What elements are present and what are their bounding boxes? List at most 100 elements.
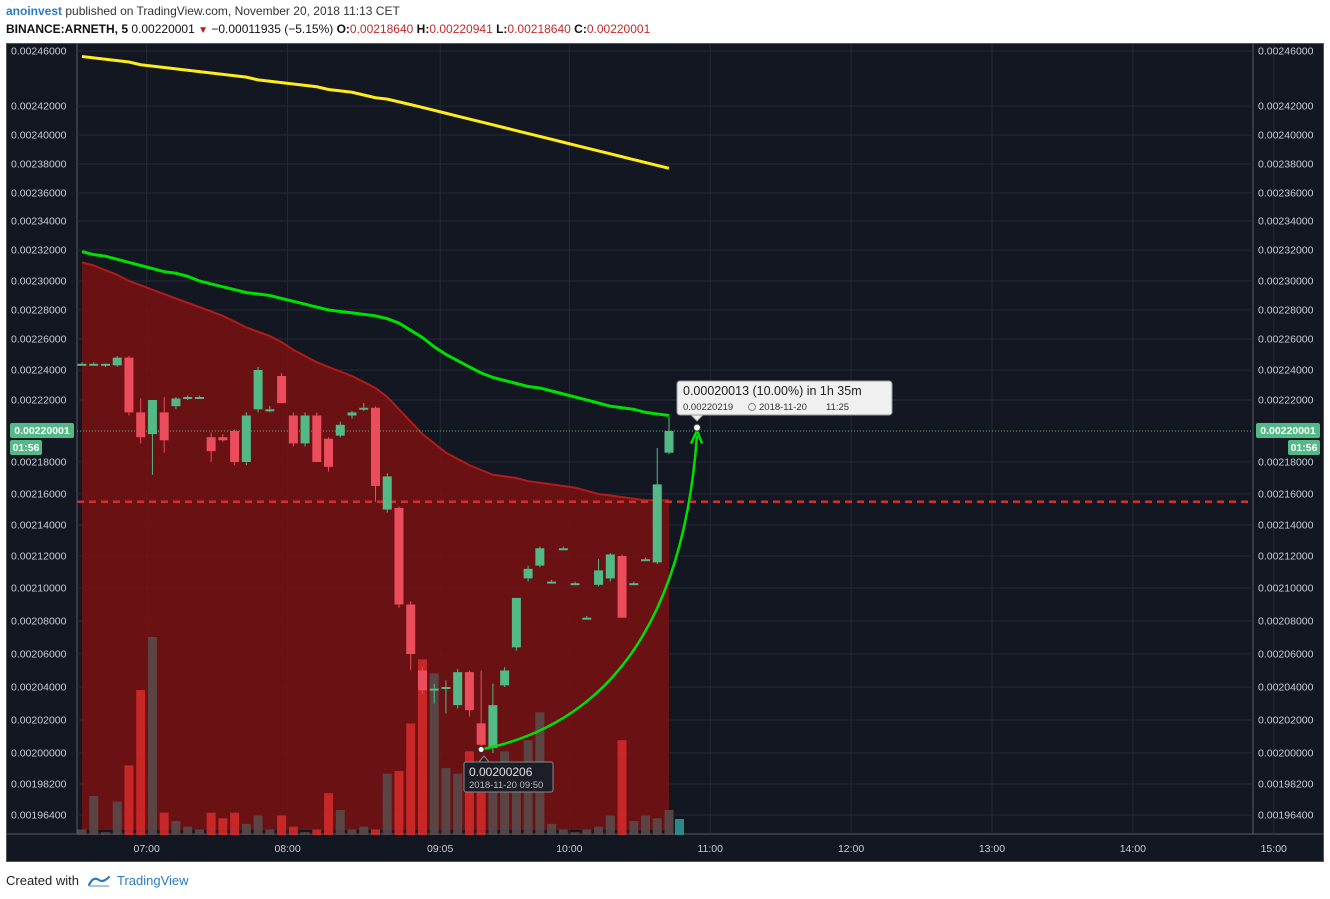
y-tick-right: 0.00228000 (1258, 305, 1314, 317)
candle-body (147, 400, 157, 435)
measure-label-time: 11:25 (826, 402, 849, 413)
volume-bar (382, 773, 392, 835)
volume-bar (335, 809, 345, 835)
low-label-datetime: 2018-11-20 09:50 (469, 780, 543, 791)
price-axis-labels: 0.00246000 0.00246000 0.00242000 0.00242000… (11, 46, 1314, 822)
candle-body (265, 409, 275, 412)
volume-bar-current (675, 819, 684, 835)
volume-bar (570, 832, 580, 835)
x-tick: 11:00 (697, 843, 723, 855)
candle-body (253, 370, 263, 410)
measure-label-price: 0.00220219 (683, 402, 733, 413)
volume-bar (230, 812, 240, 835)
y-tick-left: 0.00214000 (11, 520, 67, 532)
candle-body (523, 568, 533, 579)
y-tick-left: 0.00238000 (11, 159, 67, 171)
candle-body (488, 705, 498, 749)
volume-bar (183, 826, 193, 835)
y-tick-left: 0.00236000 (11, 188, 67, 200)
y-tick-left: 0.00196400 (11, 810, 67, 822)
candle-body (230, 431, 240, 462)
volume-bar (218, 818, 228, 835)
y-tick-right: 0.00230000 (1258, 276, 1314, 288)
candle-body (617, 556, 627, 618)
time-axis-labels: 07:00 08:00 09:05 10:00 11:00 12:00 13:00 14:00… (134, 843, 1287, 855)
right-price-scale[interactable] (1253, 44, 1323, 834)
y-tick-right: 0.00204000 (1258, 682, 1314, 694)
volume-bar (347, 829, 357, 835)
chart-container[interactable]: 0.00246000 0.00246000 0.00242000 0.00242000… (6, 43, 1324, 862)
volume-bar (100, 832, 110, 835)
volume-bar (441, 768, 451, 835)
x-tick: 07:00 (134, 843, 160, 855)
y-tick-left: 0.00240000 (11, 130, 67, 142)
candle-body (347, 412, 357, 416)
candle-body (300, 415, 310, 444)
candle-body (570, 583, 580, 586)
candle-body (464, 672, 474, 711)
tradingview-link[interactable]: TradingView (116, 873, 189, 888)
candle-body (312, 415, 322, 462)
area-fill (77, 261, 1253, 830)
x-tick: 10:00 (556, 843, 582, 855)
y-tick-right: 0.00240000 (1258, 130, 1314, 142)
y-tick-right: 0.00210000 (1258, 583, 1314, 595)
candle-body (629, 583, 639, 586)
right-price-tag-value: 0.00220001 (1260, 425, 1316, 437)
volume-bar (241, 823, 251, 835)
volume-bar (394, 770, 404, 835)
ohlc-open-label: O: (336, 22, 350, 36)
candle-body (136, 412, 146, 438)
volume-bar (265, 829, 275, 835)
x-tick: 09:05 (427, 843, 453, 855)
candle-body (476, 723, 486, 745)
left-price-tag-value: 0.00220001 (14, 425, 70, 437)
symbol-name[interactable]: BINANCE:ARNETH, 5 (6, 22, 129, 36)
tradingview-logo-icon (87, 875, 111, 887)
y-tick-right: 0.00226000 (1258, 334, 1314, 346)
y-tick-left: 0.00218000 (11, 457, 67, 469)
y-tick-left: 0.00202000 (11, 715, 67, 727)
volume-bar (464, 751, 474, 835)
author-link[interactable]: anoinvest (6, 4, 63, 18)
candle-body (89, 363, 99, 366)
candle-body (594, 570, 604, 585)
y-tick-left: 0.00216000 (11, 489, 67, 501)
volume-bar (206, 812, 216, 835)
volume-bar (558, 829, 568, 835)
y-tick-right: 0.00200000 (1258, 748, 1314, 760)
candle-body (382, 476, 392, 510)
x-tick: 14:00 (1120, 843, 1146, 855)
y-tick-left: 0.00246000 (11, 46, 67, 58)
time-scale[interactable] (7, 834, 1323, 861)
y-tick-right: 0.00234000 (1258, 216, 1314, 228)
volume-bar (147, 637, 157, 835)
low-price-label[interactable]: 0.00200206 2018-11-20 09:50 (463, 755, 554, 793)
candle-body (453, 672, 463, 706)
area-shape (82, 262, 669, 830)
measure-point (693, 423, 701, 432)
x-tick: 13:00 (979, 843, 1005, 855)
y-tick-right: 0.00236000 (1258, 188, 1314, 200)
y-tick-right: 0.00238000 (1258, 159, 1314, 171)
left-price-scale[interactable] (7, 44, 77, 834)
y-tick-right: 0.00224000 (1258, 365, 1314, 377)
measure-label[interactable]: 0.00020013 (10.00%) in 1h 35m 0.00220219… (676, 380, 893, 422)
candlesticks[interactable] (77, 356, 674, 753)
volume-bar (159, 812, 169, 835)
candle-body (394, 507, 404, 605)
candle-body (335, 424, 345, 436)
candle-body (664, 431, 674, 453)
measure-label-date: 2018-11-20 (759, 402, 807, 413)
volume-bar (547, 823, 557, 835)
publish-info: anoinvest published on TradingView.com, … (6, 4, 400, 18)
volume-bar (652, 818, 662, 835)
volume-bar (112, 801, 122, 835)
candle-body (641, 559, 651, 562)
volume-bar (300, 832, 310, 835)
price-chart[interactable]: 0.00246000 0.00246000 0.00242000 0.00242000… (7, 44, 1323, 861)
volume-bar (511, 784, 521, 835)
y-tick-right: 0.00216000 (1258, 489, 1314, 501)
candle-body (183, 397, 193, 399)
volume-bar (605, 815, 615, 835)
